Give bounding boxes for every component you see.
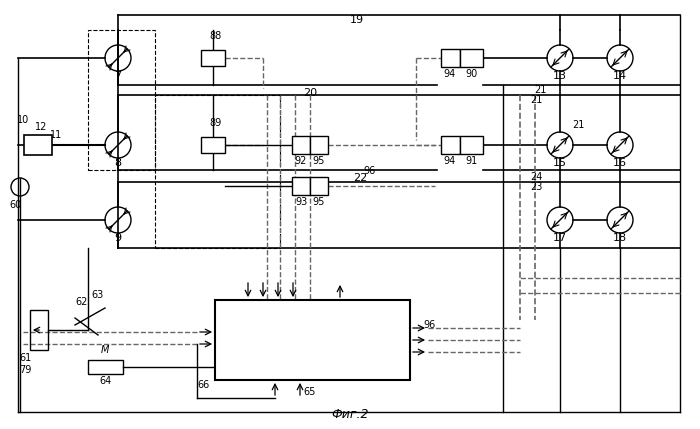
- Text: 12: 12: [35, 122, 47, 132]
- Text: 94: 94: [444, 69, 456, 79]
- Bar: [292, 177, 310, 195]
- Text: 13: 13: [553, 71, 567, 81]
- Bar: [310, 177, 328, 195]
- Bar: [201, 50, 225, 66]
- Text: 66: 66: [197, 380, 209, 390]
- Bar: [460, 136, 483, 154]
- Text: 21: 21: [572, 120, 584, 130]
- Text: Z: Z: [316, 181, 322, 190]
- Text: 20: 20: [303, 88, 317, 98]
- Text: 62: 62: [76, 297, 88, 307]
- Bar: [292, 136, 310, 154]
- Text: M: M: [101, 345, 109, 355]
- Text: Δр: Δр: [207, 141, 219, 149]
- Text: 63: 63: [92, 290, 104, 300]
- Bar: [88, 30, 155, 170]
- Bar: [30, 310, 48, 350]
- Text: 94: 94: [444, 156, 456, 166]
- Bar: [88, 360, 123, 374]
- Text: 89: 89: [209, 118, 221, 128]
- Text: 23: 23: [530, 182, 542, 192]
- Text: 16: 16: [613, 158, 627, 168]
- Text: 88: 88: [209, 31, 221, 41]
- Text: M: M: [298, 141, 304, 149]
- Text: 24: 24: [530, 172, 542, 182]
- Text: 22: 22: [353, 173, 367, 183]
- Text: W: W: [467, 54, 475, 63]
- Text: 91: 91: [465, 156, 477, 166]
- Text: M: M: [298, 181, 304, 190]
- Text: 11: 11: [50, 130, 62, 140]
- Text: 21: 21: [534, 85, 546, 95]
- Text: 90: 90: [465, 69, 477, 79]
- Text: 64: 64: [99, 376, 111, 386]
- Text: Z: Z: [447, 54, 453, 63]
- Text: 95: 95: [313, 197, 326, 207]
- Text: 19: 19: [350, 15, 364, 25]
- Text: 8: 8: [114, 158, 122, 168]
- Text: Z: Z: [447, 141, 453, 149]
- Text: Блок: Блок: [294, 323, 330, 337]
- Text: 96: 96: [364, 166, 376, 176]
- Bar: [441, 136, 460, 154]
- Bar: [441, 49, 460, 67]
- Text: Z: Z: [316, 141, 322, 149]
- Text: 7: 7: [114, 71, 122, 81]
- Text: 60: 60: [9, 200, 21, 210]
- Text: Δр: Δр: [207, 54, 219, 63]
- Text: 14: 14: [613, 71, 627, 81]
- Text: 65: 65: [304, 387, 316, 397]
- Text: 10: 10: [17, 115, 29, 125]
- Text: 95: 95: [313, 156, 326, 166]
- Text: 79: 79: [19, 365, 32, 375]
- Bar: [201, 137, 225, 153]
- Text: 61: 61: [19, 353, 31, 363]
- Text: 96: 96: [424, 320, 436, 330]
- Bar: [310, 136, 328, 154]
- Text: 93: 93: [295, 197, 307, 207]
- Text: 9: 9: [114, 233, 122, 243]
- Text: регулирования: регулирования: [256, 343, 368, 357]
- Bar: [215, 300, 410, 380]
- Text: 92: 92: [295, 156, 307, 166]
- Text: 15: 15: [553, 158, 567, 168]
- Bar: [24, 135, 52, 155]
- Text: 18: 18: [613, 233, 627, 243]
- Text: 17: 17: [553, 233, 567, 243]
- Text: Фиг.2: Фиг.2: [331, 408, 369, 422]
- Bar: [460, 49, 483, 67]
- Bar: [155, 95, 280, 248]
- Text: 21: 21: [530, 95, 542, 105]
- Text: W: W: [467, 141, 475, 149]
- Text: М: М: [31, 138, 45, 152]
